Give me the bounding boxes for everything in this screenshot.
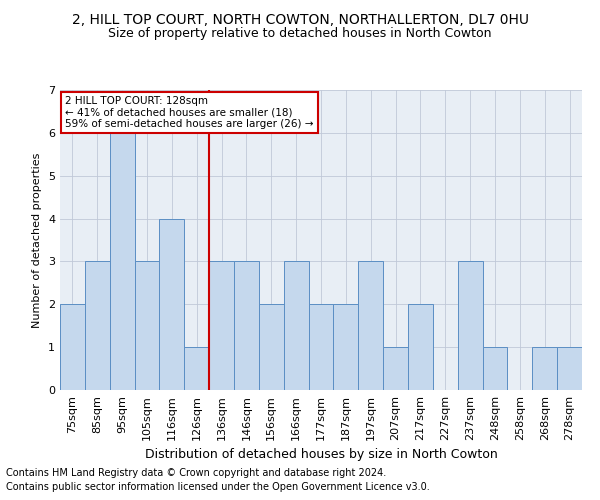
X-axis label: Distribution of detached houses by size in North Cowton: Distribution of detached houses by size … (145, 448, 497, 462)
Bar (85, 262, 110, 390)
Bar (334, 304, 358, 390)
Bar (557, 347, 582, 390)
Text: Size of property relative to detached houses in North Cowton: Size of property relative to detached ho… (108, 28, 492, 40)
Text: Contains public sector information licensed under the Open Government Licence v3: Contains public sector information licen… (6, 482, 430, 492)
Bar (209, 262, 234, 390)
Bar (284, 262, 308, 390)
Bar (60, 304, 85, 390)
Bar (408, 304, 433, 390)
Text: Contains HM Land Registry data © Crown copyright and database right 2024.: Contains HM Land Registry data © Crown c… (6, 468, 386, 477)
Bar (259, 304, 284, 390)
Bar (482, 347, 508, 390)
Bar (532, 347, 557, 390)
Bar (234, 262, 259, 390)
Text: 2, HILL TOP COURT, NORTH COWTON, NORTHALLERTON, DL7 0HU: 2, HILL TOP COURT, NORTH COWTON, NORTHAL… (71, 12, 529, 26)
Bar (184, 347, 209, 390)
Bar (358, 262, 383, 390)
Text: 2 HILL TOP COURT: 128sqm
← 41% of detached houses are smaller (18)
59% of semi-d: 2 HILL TOP COURT: 128sqm ← 41% of detach… (65, 96, 314, 129)
Bar (458, 262, 482, 390)
Bar (134, 262, 160, 390)
Y-axis label: Number of detached properties: Number of detached properties (32, 152, 43, 328)
Bar (308, 304, 334, 390)
Bar (383, 347, 408, 390)
Bar (160, 218, 184, 390)
Bar (110, 133, 134, 390)
